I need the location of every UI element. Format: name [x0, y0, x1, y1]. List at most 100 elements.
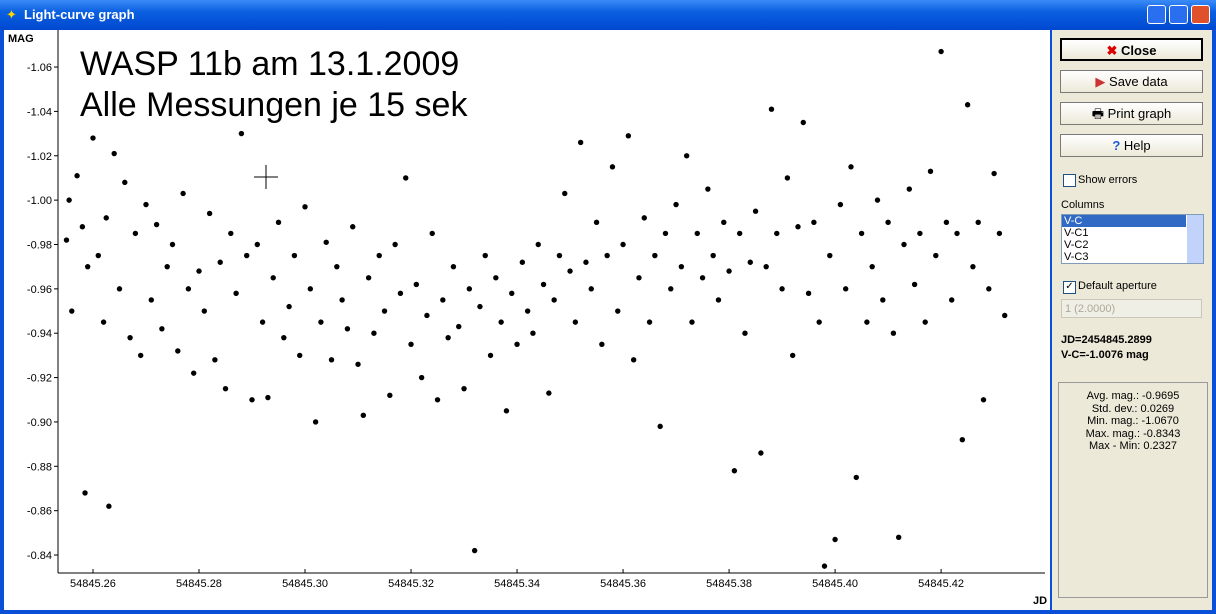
data-point	[588, 286, 594, 292]
data-point	[906, 186, 913, 192]
data-point	[217, 259, 223, 265]
data-point	[265, 394, 271, 401]
y-axis-label: MAG	[8, 33, 34, 45]
data-point	[556, 252, 563, 259]
data-point	[943, 219, 950, 226]
data-point	[721, 219, 727, 226]
data-point	[747, 259, 753, 265]
x-axis-label: JD	[1033, 595, 1047, 607]
x-tick-label: 54845.42	[918, 578, 964, 590]
close-button[interactable]: ✖ Close	[1060, 38, 1203, 61]
data-point	[551, 297, 557, 303]
data-point	[95, 252, 101, 259]
data-point	[291, 252, 298, 259]
data-point	[715, 297, 722, 303]
data-point	[471, 547, 478, 554]
data-point	[832, 536, 838, 543]
data-point	[222, 385, 229, 392]
scrollbar[interactable]	[1187, 215, 1203, 263]
data-point	[641, 215, 647, 221]
data-point	[768, 106, 775, 112]
list-item[interactable]: V-C2	[1064, 239, 1089, 251]
data-point	[328, 357, 335, 363]
minimize-button[interactable]	[1147, 5, 1166, 24]
data-point	[334, 263, 340, 270]
y-tick-label: -1.00	[27, 195, 52, 207]
data-point	[244, 252, 250, 259]
list-item[interactable]: V-C1	[1064, 227, 1089, 239]
save-button[interactable]: ▶ Save data	[1060, 70, 1203, 93]
y-tick-label: -0.84	[27, 550, 52, 562]
data-point	[774, 230, 780, 237]
data-point	[238, 130, 245, 137]
data-point	[323, 239, 329, 245]
data-point	[970, 263, 976, 270]
data-point	[795, 224, 801, 230]
data-point	[206, 210, 213, 217]
list-item[interactable]: V-C3	[1064, 251, 1089, 263]
data-point	[297, 352, 303, 359]
data-point	[938, 48, 944, 55]
data-point	[493, 275, 499, 281]
data-point	[577, 139, 584, 146]
data-point	[827, 252, 833, 259]
print-button[interactable]: 🖶 Print graph	[1060, 102, 1203, 125]
data-point	[705, 186, 711, 192]
help-button[interactable]: ? Help	[1060, 134, 1203, 157]
data-point	[811, 219, 817, 226]
data-point	[397, 290, 404, 296]
list-item[interactable]: V-C	[1062, 215, 1186, 227]
data-point	[413, 281, 420, 288]
data-point	[864, 319, 870, 325]
data-point	[376, 252, 382, 259]
data-point	[567, 268, 573, 274]
data-point	[530, 330, 536, 336]
data-point	[190, 370, 197, 376]
data-point	[106, 503, 112, 509]
data-point	[954, 230, 960, 237]
data-point	[275, 219, 282, 226]
data-point	[975, 219, 981, 226]
data-point	[620, 241, 626, 248]
data-point	[959, 436, 966, 443]
column-list[interactable]: V-C V-C1 V-C2 V-C3	[1061, 214, 1204, 264]
button-label: Print graph	[1107, 106, 1172, 121]
data-point	[901, 241, 907, 248]
close-window-button[interactable]	[1191, 5, 1210, 24]
checkbox[interactable]	[1063, 174, 1076, 187]
data-point	[583, 259, 589, 265]
data-point	[699, 275, 706, 281]
data-point	[116, 286, 123, 292]
data-point	[450, 263, 457, 270]
data-point	[821, 563, 828, 569]
data-point	[630, 357, 637, 363]
data-point	[689, 319, 695, 325]
data-point	[911, 281, 918, 288]
data-point	[949, 297, 955, 303]
maximize-button[interactable]	[1169, 5, 1188, 24]
data-point	[418, 374, 425, 381]
aperture-dropdown[interactable]: 1 (2.0000)	[1061, 299, 1202, 318]
data-point	[615, 308, 621, 314]
data-point	[498, 319, 504, 325]
data-point	[103, 215, 109, 221]
data-point	[800, 119, 806, 126]
x-tick-label: 54845.40	[812, 578, 858, 590]
data-point	[100, 319, 107, 325]
data-point	[593, 219, 600, 226]
data-point	[429, 230, 435, 237]
data-point	[344, 326, 351, 332]
data-point	[652, 252, 658, 259]
checkbox[interactable]: ✓	[1063, 281, 1076, 294]
y-tick-label: -0.96	[27, 284, 52, 296]
data-point	[456, 323, 462, 330]
data-point	[779, 286, 785, 292]
data-point	[609, 164, 616, 170]
data-point	[784, 175, 791, 181]
data-point	[604, 252, 610, 259]
data-point	[683, 153, 690, 159]
y-tick-label: -0.92	[27, 373, 52, 385]
data-point	[758, 450, 764, 456]
data-point	[122, 179, 128, 186]
